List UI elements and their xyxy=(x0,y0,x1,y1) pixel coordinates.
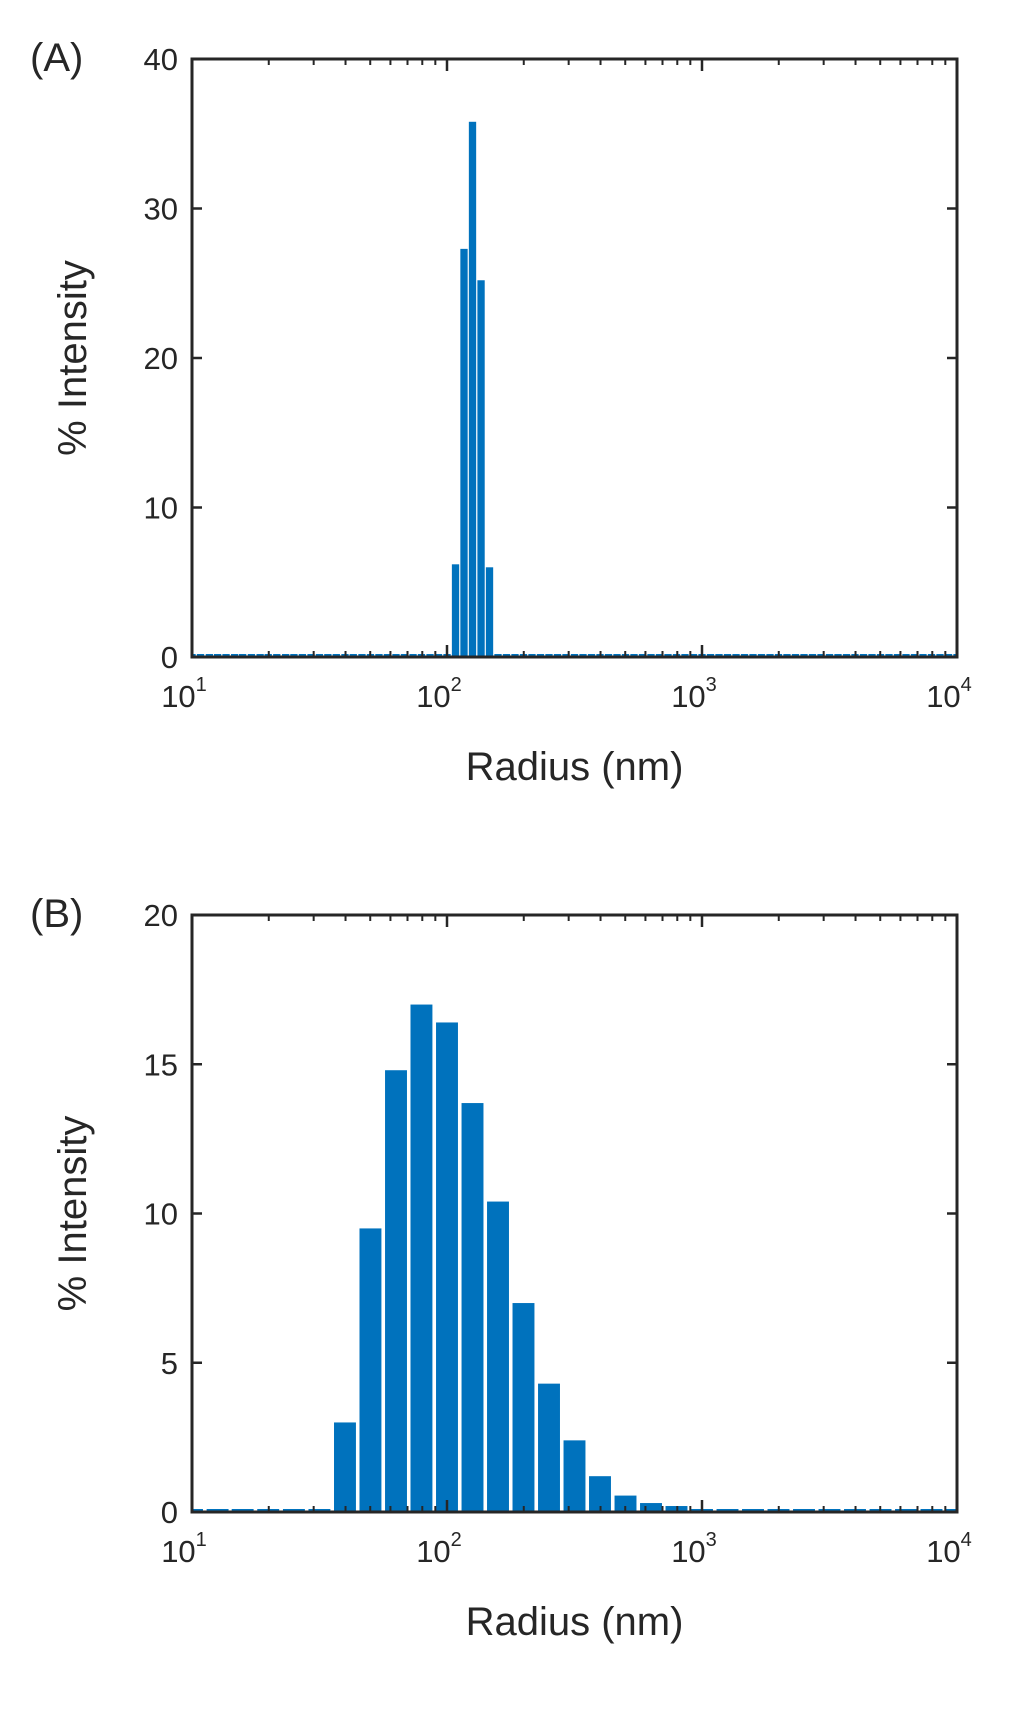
bar xyxy=(451,564,460,657)
chart-panel-b: 0 5 10 15 20 101 102 103 104 (B) Radius (nm) % Inte… xyxy=(30,892,972,1644)
x-tick-label: 104 xyxy=(926,1529,972,1569)
bar xyxy=(485,567,494,657)
x-axis-title: Radius (nm) xyxy=(466,1600,684,1644)
bar xyxy=(468,121,477,658)
bar xyxy=(385,1070,407,1512)
bar xyxy=(436,1022,458,1512)
axes-box xyxy=(190,913,959,1514)
y-tick-label: 10 xyxy=(144,491,178,526)
bar xyxy=(460,248,468,657)
bar xyxy=(563,1440,586,1512)
x-tick-label: 102 xyxy=(416,1529,462,1569)
panel-label: (B) xyxy=(30,892,83,936)
x-tick-label: 101 xyxy=(161,674,207,714)
y-tick-label: 0 xyxy=(161,1495,178,1530)
bar xyxy=(487,1201,509,1512)
bar xyxy=(359,1228,382,1512)
y-axis-title: % Intensity xyxy=(51,1116,95,1312)
bar xyxy=(538,1383,560,1512)
y-tick-label: 40 xyxy=(144,42,178,77)
x-tick-label: 101 xyxy=(161,1529,207,1569)
y-tick-label: 0 xyxy=(161,640,178,675)
bar xyxy=(477,280,485,657)
y-tick-label: 20 xyxy=(144,898,178,933)
x-axis-title: Radius (nm) xyxy=(466,745,684,789)
y-tick-label: 15 xyxy=(144,1047,178,1082)
y-tick-label: 20 xyxy=(144,341,178,376)
x-tick-label: 102 xyxy=(416,674,462,714)
y-tick-label: 30 xyxy=(144,192,178,227)
x-tick-label: 104 xyxy=(926,674,972,714)
bar xyxy=(334,1422,356,1512)
bars xyxy=(192,1004,957,1512)
chart-panel-a: 0 10 20 30 40 101 102 103 104 (A) Radius (nm) % Int… xyxy=(30,36,972,789)
bar xyxy=(640,1503,662,1512)
bar xyxy=(589,1476,611,1512)
y-tick-label: 5 xyxy=(161,1346,178,1381)
y-axis-title: % Intensity xyxy=(51,260,95,456)
bar xyxy=(512,1303,535,1512)
bar xyxy=(410,1004,433,1512)
bar xyxy=(461,1103,484,1512)
x-tick-label: 103 xyxy=(671,674,717,714)
bars xyxy=(192,121,957,658)
panel-label: (A) xyxy=(30,36,83,80)
x-tick-label: 103 xyxy=(671,1529,717,1569)
axes-box xyxy=(190,57,959,659)
bar xyxy=(614,1495,637,1512)
y-tick-label: 10 xyxy=(144,1197,178,1232)
